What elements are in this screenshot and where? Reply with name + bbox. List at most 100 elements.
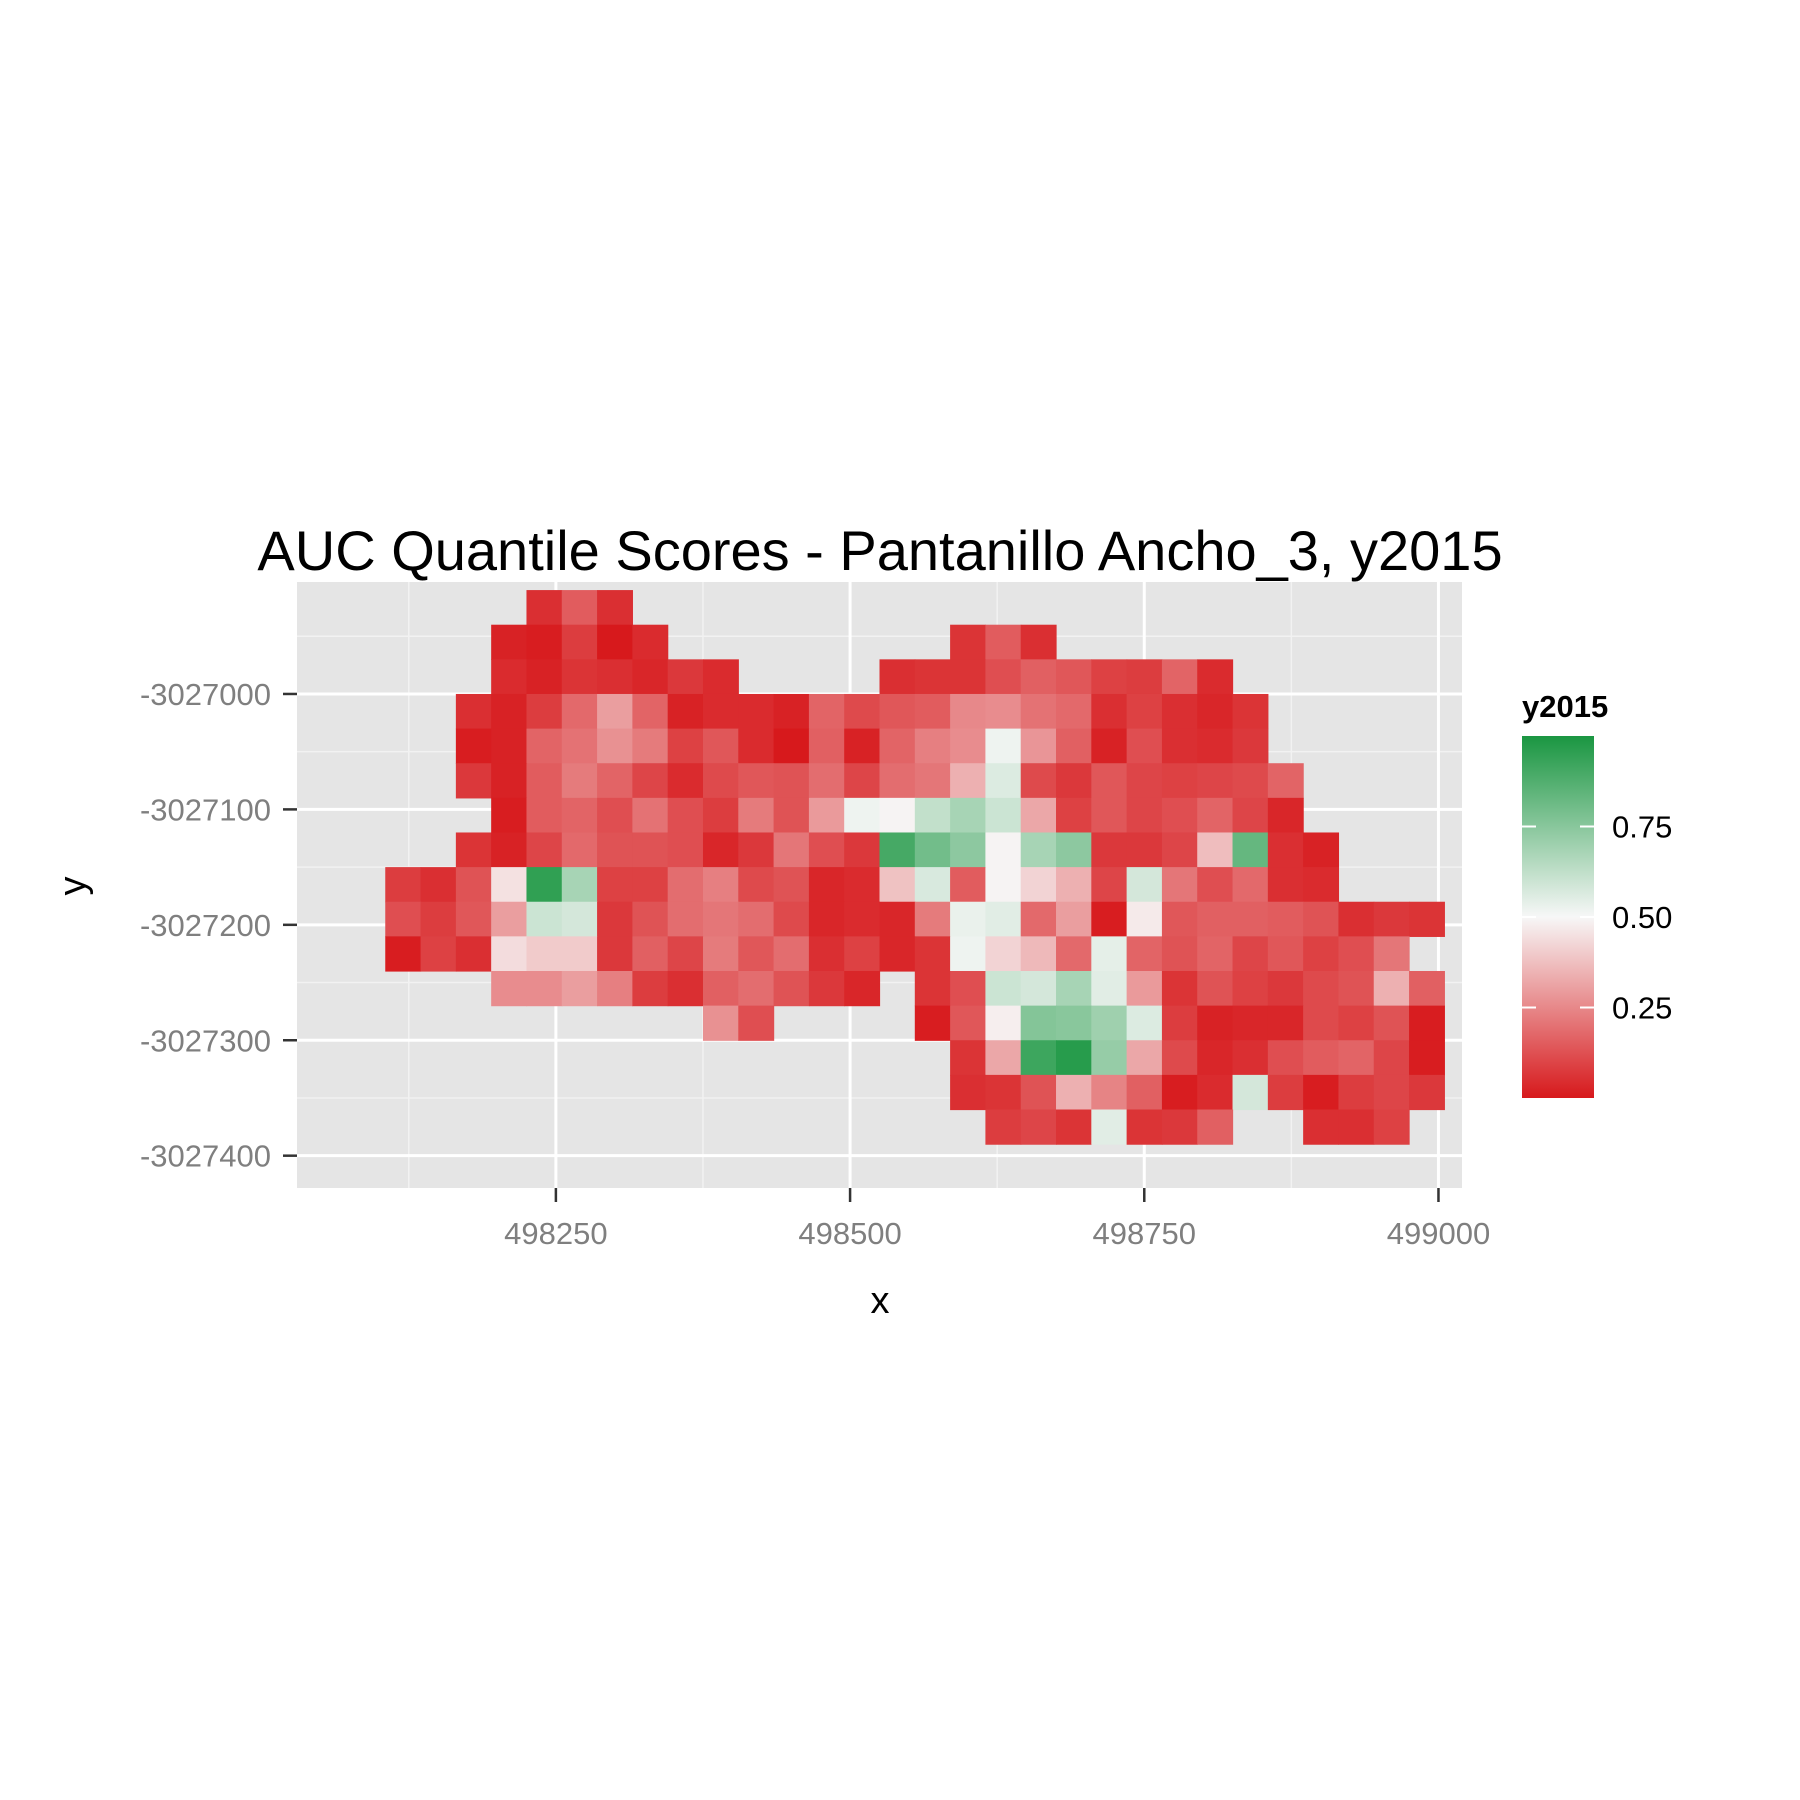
heatmap-cell (526, 693, 563, 730)
heatmap-cell (1056, 832, 1092, 868)
heatmap-cell (561, 832, 598, 868)
heatmap-cell (879, 693, 916, 730)
x-tick-label: 499000 (1387, 1216, 1490, 1251)
heatmap-cell (985, 901, 1022, 937)
heatmap-cell (526, 832, 563, 868)
heatmap-cell (1126, 1005, 1163, 1041)
heatmap-cell (738, 728, 775, 764)
heatmap-cell (985, 1109, 1022, 1145)
heatmap-cell (1373, 1109, 1410, 1145)
heatmap-cell (1197, 728, 1234, 764)
heatmap-cell (808, 728, 845, 764)
heatmap-cell (844, 797, 881, 834)
heatmap-cell (491, 901, 528, 937)
heatmap-cell (808, 693, 845, 730)
heatmap-cell (914, 728, 951, 764)
heatmap-cell (632, 936, 669, 972)
heatmap-cell (632, 763, 669, 799)
heatmap-cell (1197, 1040, 1234, 1076)
heatmap-cell (1338, 1074, 1375, 1111)
heatmap-cell (561, 797, 598, 834)
heatmap-cell (773, 728, 810, 764)
heatmap-cell (1338, 1040, 1375, 1076)
heatmap-cell (561, 936, 598, 972)
heatmap-cell (985, 624, 1022, 660)
heatmap-cell (1020, 797, 1057, 834)
heatmap-cell (808, 832, 845, 868)
heatmap-cell (1161, 901, 1198, 937)
heatmap-cell (738, 693, 775, 730)
heatmap-cell (561, 659, 598, 695)
heatmap-cell (1267, 867, 1304, 903)
heatmap-cell (1020, 693, 1057, 730)
heatmap-cell (950, 1074, 987, 1111)
heatmap-cell (1091, 728, 1128, 764)
heatmap-cell (844, 832, 881, 868)
y-tick-label: -3027000 (140, 677, 271, 712)
heatmap-cell (1267, 763, 1304, 799)
heatmap-cell (1126, 1074, 1163, 1111)
heatmap-cell (667, 659, 704, 695)
heatmap-cell (702, 728, 739, 764)
heatmap-cell (844, 901, 881, 937)
heatmap-cell (950, 659, 987, 695)
heatmap-cell (1056, 659, 1092, 695)
heatmap-cell (491, 728, 528, 764)
heatmap-cell (1338, 1005, 1375, 1041)
heatmap-cell (879, 763, 916, 799)
heatmap-cell (702, 901, 739, 937)
heatmap-cell (1020, 763, 1057, 799)
heatmap-cell (597, 901, 633, 937)
y-tick-label: -3027200 (140, 908, 271, 943)
heatmap-cell (808, 901, 845, 937)
heatmap-cell (1303, 867, 1340, 903)
heatmap-cell (950, 901, 987, 937)
heatmap-cell (1232, 936, 1269, 972)
heatmap-cell (808, 970, 845, 1007)
heatmap-cell (1126, 1040, 1163, 1076)
heatmap-cell (561, 867, 598, 903)
heatmap-cell (1197, 659, 1234, 695)
heatmap-cell (1373, 1005, 1410, 1041)
heatmap-cell (702, 867, 739, 903)
heatmap-cell (597, 624, 633, 660)
heatmap-cell (455, 867, 492, 903)
heatmap-cell (1232, 693, 1269, 730)
heatmap-cell (914, 832, 951, 868)
heatmap-cell (1126, 728, 1163, 764)
heatmap-cell (844, 763, 881, 799)
heatmap-cell (420, 901, 457, 937)
heatmap-cell (1232, 970, 1269, 1007)
heatmap-cell (561, 624, 598, 660)
heatmap-cell (773, 693, 810, 730)
heatmap-cell (1373, 936, 1410, 972)
heatmap-cell (526, 763, 563, 799)
heatmap-cell (1020, 832, 1057, 868)
heatmap-cell (985, 797, 1022, 834)
y-tick-label: -3027400 (140, 1139, 271, 1174)
heatmap-cell (808, 797, 845, 834)
heatmap-cell (1232, 832, 1269, 868)
legend-title: y2015 (1522, 689, 1608, 724)
heatmap-cell (1020, 936, 1057, 972)
heatmap-cell (491, 970, 528, 1007)
heatmap-cell (702, 693, 739, 730)
heatmap-cell (985, 728, 1022, 764)
heatmap-cell (914, 867, 951, 903)
heatmap-cell (632, 867, 669, 903)
heatmap-cell (597, 797, 633, 834)
heatmap-cell (985, 659, 1022, 695)
heatmap-cell (491, 693, 528, 730)
heatmap-cell (491, 936, 528, 972)
heatmap-cell (1338, 1109, 1375, 1145)
heatmap-cell (914, 797, 951, 834)
heatmap-cell (455, 936, 492, 972)
legend-tick-label: 0.50 (1612, 900, 1672, 935)
heatmap-cell (1197, 867, 1234, 903)
x-tick-label: 498500 (798, 1216, 901, 1251)
heatmap-cell (667, 936, 704, 972)
heatmap-cell (491, 659, 528, 695)
heatmap-cell (385, 867, 422, 903)
heatmap-cell (491, 797, 528, 834)
x-tick-label: 498250 (504, 1216, 607, 1251)
